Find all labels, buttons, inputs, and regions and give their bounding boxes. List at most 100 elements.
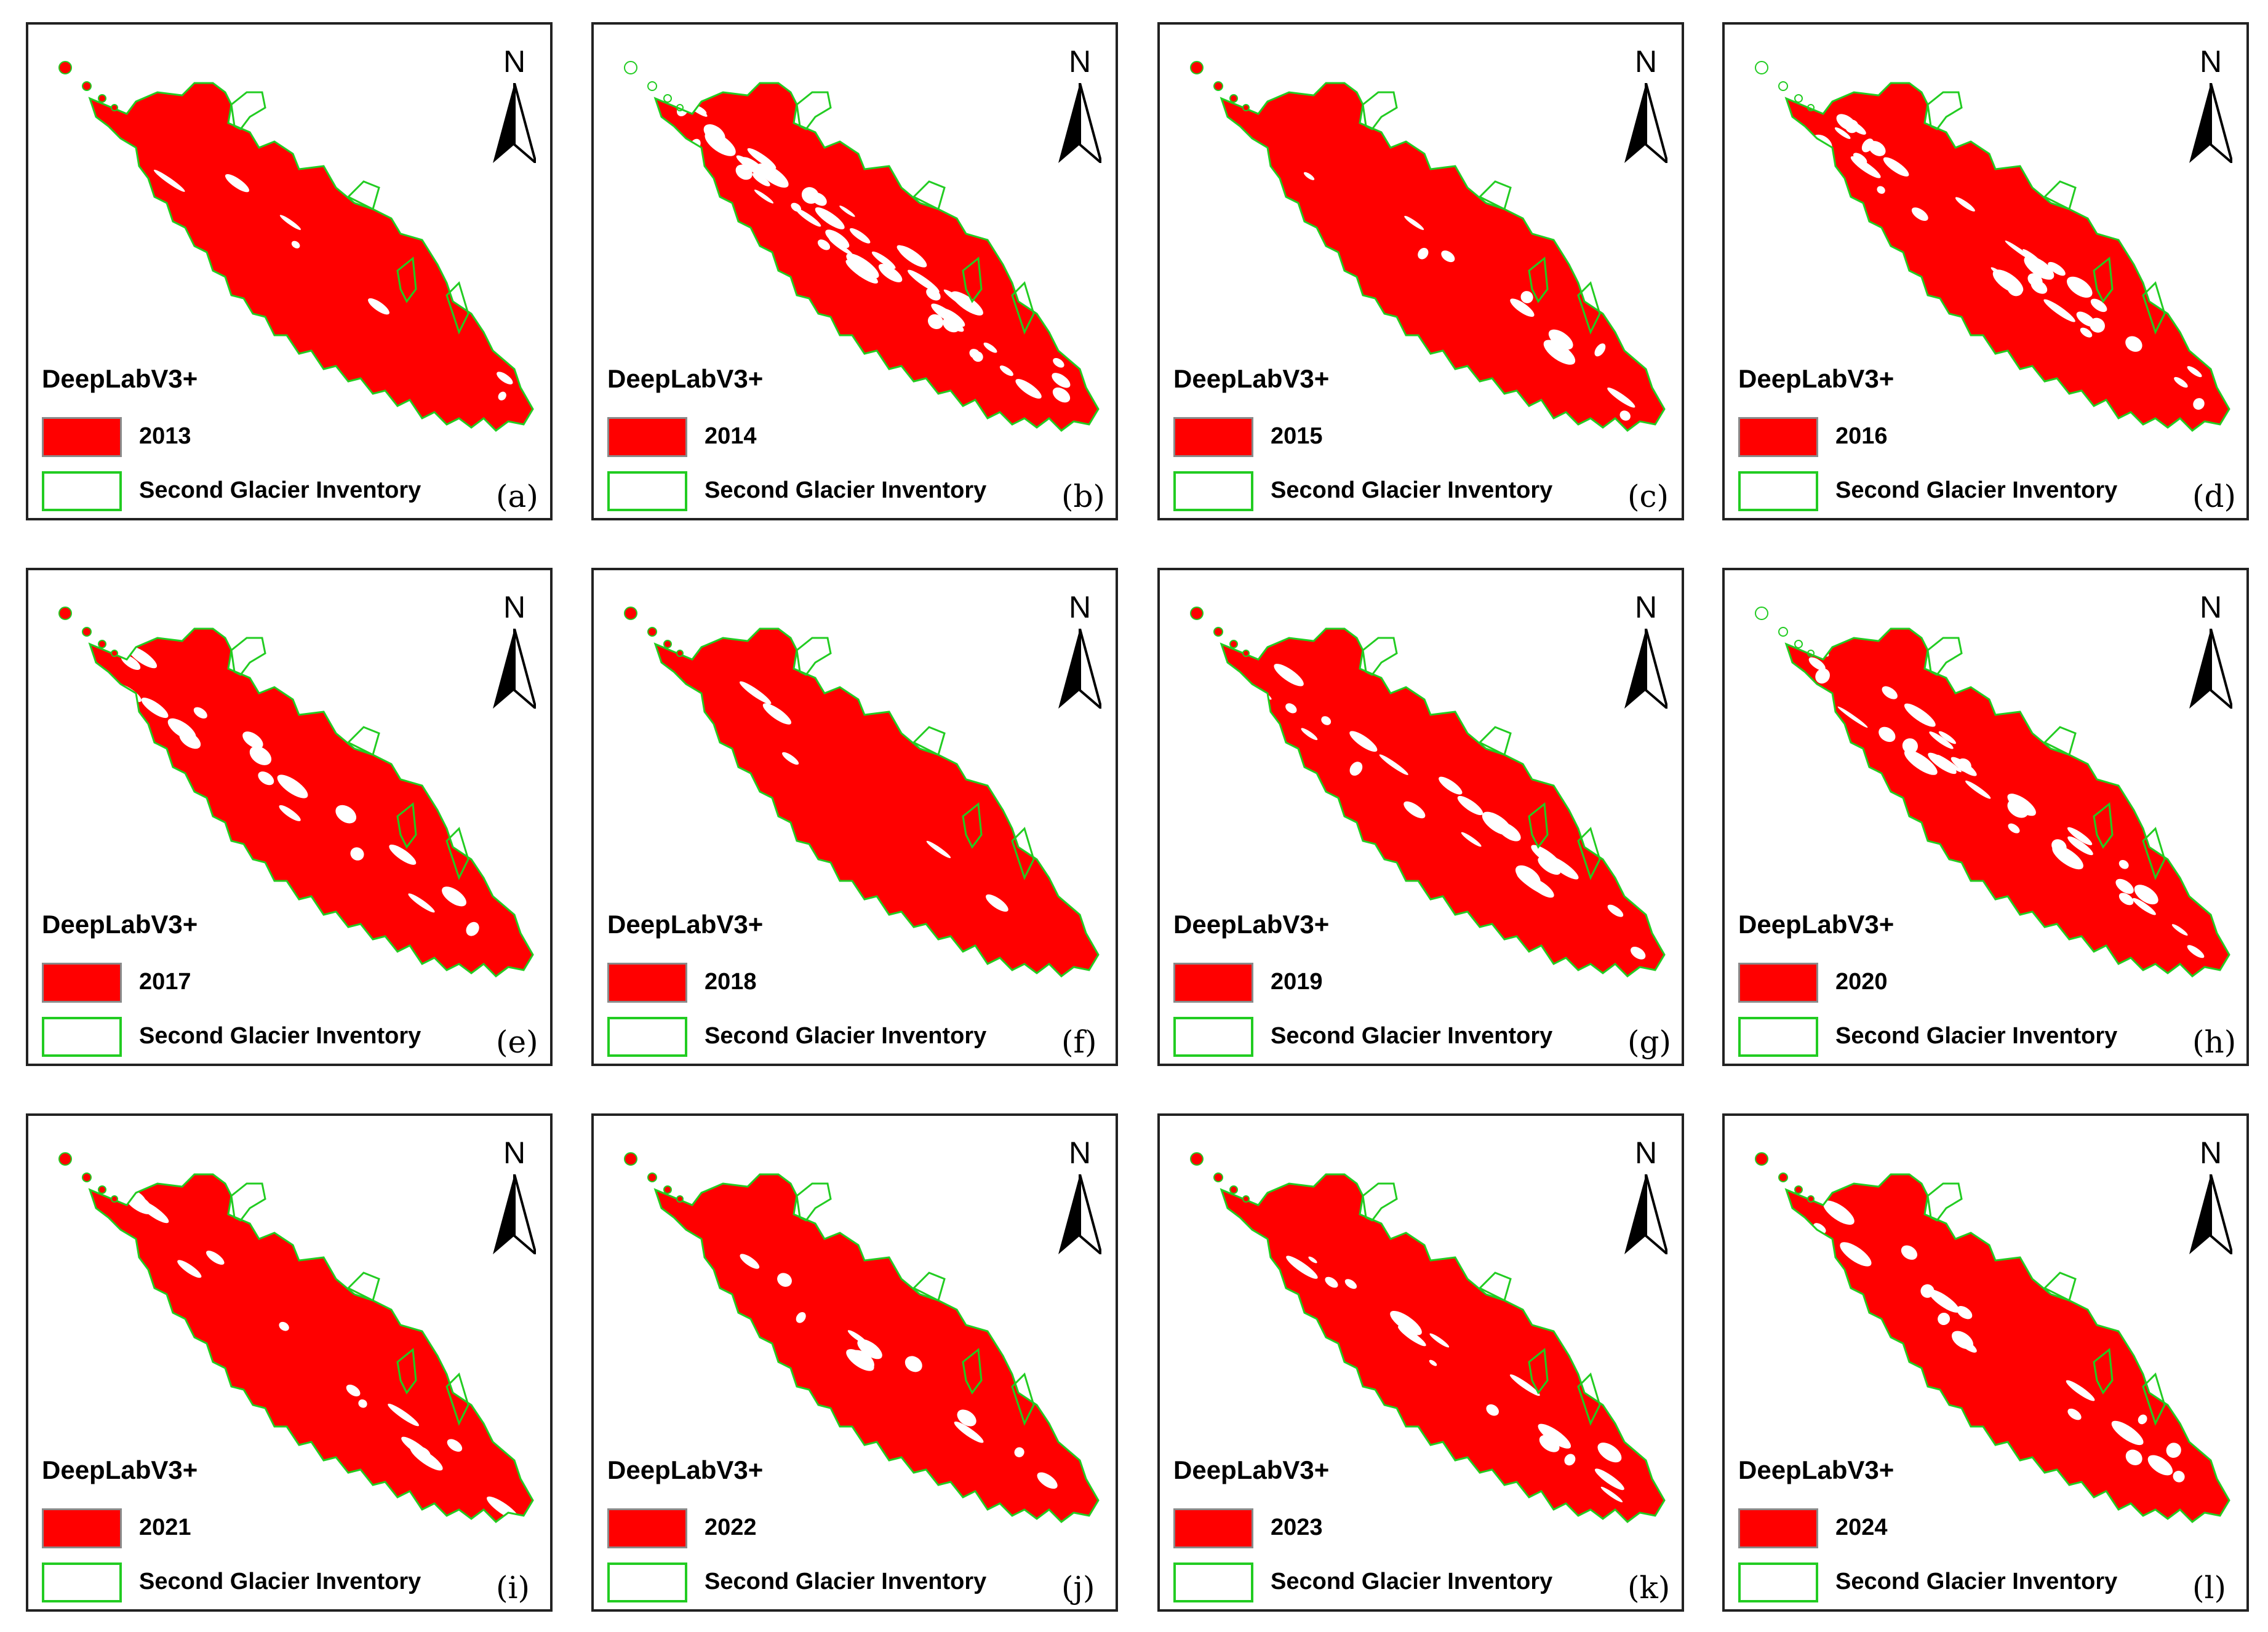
glacier-map	[624, 1152, 1100, 1523]
north-letter: N	[2199, 44, 2222, 79]
legend-swatch-inventory	[42, 1017, 122, 1057]
map-panel-2013: N DeepLabV3+ 2013 Second Glacier Invento…	[26, 22, 553, 520]
legend-inventory-label: Second Glacier Inventory	[705, 477, 987, 503]
north-arrow-icon	[1058, 629, 1101, 709]
panel-letter: (k)	[1627, 1570, 1671, 1606]
model-label: DeepLabV3+	[1173, 364, 1330, 393]
legend-swatch-inventory	[1173, 1562, 1253, 1602]
map-panel-2024: N DeepLabV3+ 2024 Second Glacier Invento…	[1722, 1113, 2249, 1612]
legend-swatch-extracted	[607, 1508, 687, 1548]
north-arrow: N	[487, 46, 542, 169]
north-letter: N	[2199, 590, 2222, 624]
legend-year-label: 2019	[1271, 969, 1323, 995]
extracted-glacier-area	[1786, 629, 2229, 976]
model-label: DeepLabV3+	[42, 364, 198, 393]
panel-letter: (b)	[1061, 479, 1106, 514]
inventory-outline	[653, 1173, 1100, 1523]
legend-swatch-inventory	[42, 1562, 122, 1602]
legend-swatch-extracted	[1738, 417, 1818, 457]
north-letter: N	[1068, 590, 1092, 624]
extracted-glacier-area	[1221, 629, 1664, 976]
legend-year-label: 2023	[1271, 1515, 1323, 1540]
north-arrow: N	[1618, 46, 1674, 169]
inventory-outline	[653, 627, 1100, 977]
north-letter: N	[503, 44, 526, 79]
legend-year-label: 2022	[705, 1515, 757, 1540]
north-arrow: N	[2183, 46, 2238, 169]
legend-inventory-label: Second Glacier Inventory	[139, 477, 421, 503]
panel-letter: (l)	[2192, 1570, 2227, 1606]
legend-swatch-inventory	[1738, 1562, 1818, 1602]
legend-year-label: 2021	[139, 1515, 191, 1540]
north-letter: N	[503, 1136, 526, 1170]
panel-letter: (c)	[1627, 479, 1669, 514]
model-label: DeepLabV3+	[1738, 1455, 1895, 1484]
legend-inventory-label: Second Glacier Inventory	[139, 1569, 421, 1594]
map-panel-2017: N DeepLabV3+ 2017 Second Glacier Invento…	[26, 568, 553, 1066]
map-panel-2016: N DeepLabV3+ 2016 Second Glacier Invento…	[1722, 22, 2249, 520]
inventory-outline	[88, 1173, 534, 1523]
legend-inventory-label: Second Glacier Inventory	[705, 1569, 987, 1594]
north-arrow-icon	[1058, 83, 1101, 163]
legend-year-label: 2017	[139, 969, 191, 995]
panel-letter: (e)	[496, 1024, 538, 1060]
legend-swatch-inventory	[607, 1562, 687, 1602]
extracted-glacier-area	[90, 83, 533, 431]
legend-swatch-inventory	[607, 1017, 687, 1057]
map-panel-2020: N DeepLabV3+ 2020 Second Glacier Invento…	[1722, 568, 2249, 1066]
legend-swatch-extracted	[42, 1508, 122, 1548]
legend-swatch-inventory	[1173, 471, 1253, 511]
map-panel-2021: N DeepLabV3+ 2021 Second Glacier Invento…	[26, 1113, 553, 1612]
legend-swatch-inventory	[1738, 471, 1818, 511]
legend-year-label: 2016	[1835, 423, 1888, 449]
inventory-outline	[1220, 627, 1666, 977]
glacier-map	[58, 61, 534, 432]
north-arrow-icon	[1058, 1174, 1101, 1254]
map-panel-2015: N DeepLabV3+ 2015 Second Glacier Invento…	[1157, 22, 1684, 520]
legend-year-label: 2013	[139, 423, 191, 449]
north-letter: N	[503, 590, 526, 624]
inventory-outline	[88, 82, 534, 432]
inventory-outline	[1220, 1173, 1666, 1523]
north-arrow: N	[1618, 1137, 1674, 1260]
legend-inventory-label: Second Glacier Inventory	[1835, 1023, 2118, 1049]
north-arrow-icon	[2189, 629, 2232, 709]
map-panel-2018: N DeepLabV3+ 2018 Second Glacier Invento…	[591, 568, 1118, 1066]
north-letter: N	[1634, 590, 1658, 624]
extracted-glacier-area	[1786, 1174, 2229, 1522]
north-arrow-icon	[1624, 629, 1667, 709]
map-panel-2019: N DeepLabV3+ 2019 Second Glacier Invento…	[1157, 568, 1684, 1066]
glacier-map	[58, 1152, 534, 1523]
extracted-glacier-area	[655, 629, 1098, 976]
model-label: DeepLabV3+	[1173, 910, 1330, 939]
north-arrow: N	[1052, 592, 1108, 715]
legend-swatch-inventory	[1738, 1017, 1818, 1057]
model-label: DeepLabV3+	[42, 910, 198, 939]
legend-year-label: 2015	[1271, 423, 1323, 449]
legend-year-label: 2020	[1835, 969, 1888, 995]
model-label: DeepLabV3+	[42, 1455, 198, 1484]
legend-swatch-inventory	[607, 471, 687, 511]
legend-swatch-extracted	[607, 417, 687, 457]
map-panel-2022: N DeepLabV3+ 2022 Second Glacier Invento…	[591, 1113, 1118, 1612]
north-arrow-icon	[493, 1174, 536, 1254]
legend-year-label: 2024	[1835, 1515, 1888, 1540]
legend-swatch-extracted	[607, 963, 687, 1003]
north-letter: N	[1068, 44, 1092, 79]
legend-swatch-inventory	[1173, 1017, 1253, 1057]
model-label: DeepLabV3+	[607, 364, 764, 393]
north-letter: N	[1634, 1136, 1658, 1170]
legend-swatch-extracted	[1173, 1508, 1253, 1548]
map-panel-2014: N DeepLabV3+ 2014 Second Glacier Invento…	[591, 22, 1118, 520]
north-letter: N	[1068, 1136, 1092, 1170]
panel-letter: (g)	[1627, 1024, 1672, 1060]
north-arrow-icon	[1624, 1174, 1667, 1254]
panel-letter: (j)	[1061, 1570, 1095, 1606]
glacier-map	[1755, 1152, 2230, 1523]
map-panel-2023: N DeepLabV3+ 2023 Second Glacier Invento…	[1157, 1113, 1684, 1612]
model-label: DeepLabV3+	[1738, 910, 1895, 939]
legend-inventory-label: Second Glacier Inventory	[1271, 477, 1553, 503]
legend-inventory-label: Second Glacier Inventory	[139, 1023, 421, 1049]
legend-swatch-extracted	[1738, 963, 1818, 1003]
glacier-map	[1190, 607, 1666, 977]
